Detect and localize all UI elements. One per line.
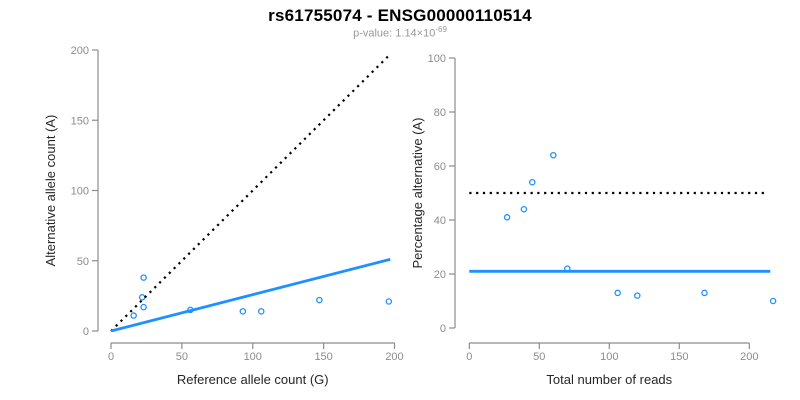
- y-tick-label: 0: [440, 323, 446, 335]
- y-tick-label: 50: [77, 256, 89, 268]
- figure-subtitle: p-value: 1.14×10-69: [0, 25, 800, 40]
- x-axis-title: Total number of reads: [546, 372, 672, 387]
- x-tick-label: 0: [108, 351, 114, 363]
- x-tick-label: 100: [600, 351, 618, 363]
- y-tick-label: 60: [434, 161, 446, 173]
- data-point: [769, 297, 777, 305]
- data-point: [503, 214, 511, 221]
- y-tick-label: 80: [434, 107, 446, 119]
- y-tick-label: 0: [83, 326, 89, 338]
- panel-left: 0 50 100 150 200 0 50 100 150 200 Reference allele…: [43, 45, 404, 387]
- x-tick-label: 50: [533, 351, 545, 363]
- x-tick-label: 150: [670, 351, 688, 363]
- data-point: [634, 292, 641, 299]
- y-tick-label: 200: [71, 45, 89, 57]
- pvalue-exponent: -69: [435, 25, 447, 34]
- data-point: [239, 308, 247, 315]
- y-tick-label: 150: [71, 115, 89, 127]
- data-point: [385, 298, 393, 305]
- data-point: [520, 205, 528, 213]
- data-point: [130, 312, 137, 319]
- x-tick-label: 100: [244, 351, 262, 363]
- x-tick-label: 50: [176, 351, 188, 363]
- identity-line: [110, 54, 390, 332]
- fit-line: [110, 257, 391, 333]
- y-tick-label: 40: [434, 215, 446, 227]
- panel-right: 0 50 100 150 200 0 20 40 60 80 100 Total number of …: [410, 53, 777, 387]
- y-tick-label: 20: [434, 269, 446, 281]
- x-tick-label: 150: [314, 351, 332, 363]
- data-point: [140, 303, 147, 311]
- y-axis-title: Alternative allele count (A): [43, 115, 58, 267]
- data-point: [258, 308, 265, 315]
- pvalue-text: p-value: 1.14×10: [353, 27, 436, 40]
- y-tick-label: 100: [428, 53, 446, 65]
- data-point: [550, 151, 557, 159]
- data-point: [140, 274, 147, 281]
- data-point: [701, 289, 708, 297]
- figure-title: rs61755074 - ENSG00000110514: [268, 6, 532, 25]
- data-point: [529, 178, 536, 186]
- x-tick-label: 200: [385, 351, 403, 363]
- y-tick-label: 100: [71, 186, 89, 198]
- x-axis-title: Reference allele count (G): [177, 372, 329, 387]
- data-point: [138, 294, 146, 301]
- data-point: [316, 296, 323, 304]
- x-tick-label: 200: [740, 351, 758, 363]
- x-tick-label: 0: [466, 351, 472, 363]
- y-axis-title: Percentage alternative (A): [410, 117, 425, 268]
- data-point: [614, 289, 621, 297]
